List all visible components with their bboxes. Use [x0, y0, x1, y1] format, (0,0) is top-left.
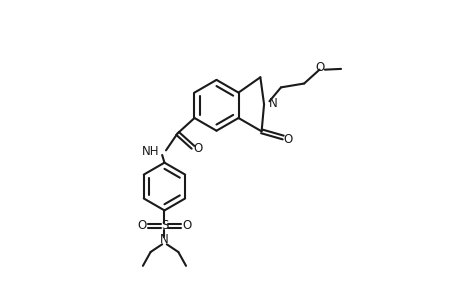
Text: O: O — [192, 142, 202, 155]
Text: N: N — [268, 97, 277, 110]
Text: O: O — [283, 133, 292, 146]
Text: N: N — [160, 233, 168, 246]
Text: O: O — [137, 219, 146, 232]
Text: O: O — [182, 219, 191, 232]
Text: NH: NH — [142, 146, 159, 158]
Text: O: O — [315, 61, 324, 74]
Text: S: S — [161, 219, 168, 232]
